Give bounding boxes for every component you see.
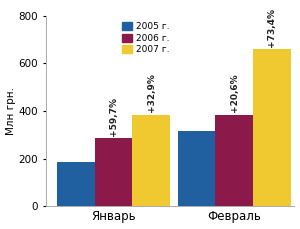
- Text: +32,9%: +32,9%: [147, 74, 156, 112]
- Y-axis label: Млн грн.: Млн грн.: [6, 87, 16, 135]
- Bar: [178, 131, 215, 206]
- Text: +73,4%: +73,4%: [267, 8, 276, 47]
- Text: +20,6%: +20,6%: [230, 74, 238, 112]
- Bar: [215, 115, 253, 206]
- Bar: [94, 139, 132, 206]
- Bar: [253, 49, 291, 206]
- Legend: 2005 г., 2006 г., 2007 г.: 2005 г., 2006 г., 2007 г.: [120, 20, 171, 56]
- Bar: [132, 115, 170, 206]
- Text: +59,7%: +59,7%: [109, 97, 118, 136]
- Bar: [57, 162, 94, 206]
